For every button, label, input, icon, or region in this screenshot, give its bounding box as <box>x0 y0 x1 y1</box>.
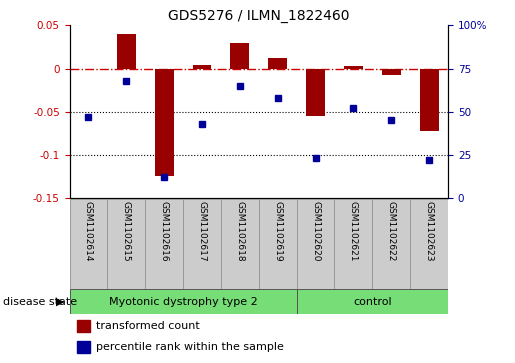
Text: GSM1102618: GSM1102618 <box>235 201 244 262</box>
Bar <box>382 69 401 76</box>
Text: Myotonic dystrophy type 2: Myotonic dystrophy type 2 <box>109 297 258 307</box>
Text: GSM1102621: GSM1102621 <box>349 201 358 262</box>
Text: GSM1102614: GSM1102614 <box>84 201 93 262</box>
Bar <box>145 199 183 289</box>
Bar <box>410 199 448 289</box>
Bar <box>77 320 90 332</box>
Bar <box>420 69 439 131</box>
Bar <box>107 199 145 289</box>
Bar <box>154 69 174 176</box>
Bar <box>70 289 297 314</box>
Text: GSM1102615: GSM1102615 <box>122 201 131 262</box>
Bar <box>70 199 107 289</box>
Text: GSM1102616: GSM1102616 <box>160 201 168 262</box>
Bar <box>297 289 448 314</box>
Text: GSM1102617: GSM1102617 <box>198 201 207 262</box>
Bar <box>77 340 90 352</box>
Text: percentile rank within the sample: percentile rank within the sample <box>96 342 284 352</box>
Text: GSM1102620: GSM1102620 <box>311 201 320 262</box>
Bar <box>230 43 249 69</box>
Bar <box>297 199 335 289</box>
Bar <box>221 199 259 289</box>
Text: GSM1102619: GSM1102619 <box>273 201 282 262</box>
Bar <box>193 65 212 69</box>
Text: ▶: ▶ <box>56 297 64 307</box>
Bar <box>183 199 221 289</box>
Text: control: control <box>353 297 392 307</box>
Bar <box>117 34 136 69</box>
Bar <box>372 199 410 289</box>
Text: transformed count: transformed count <box>96 321 200 331</box>
Bar <box>344 66 363 69</box>
Bar <box>268 58 287 69</box>
Text: GSM1102623: GSM1102623 <box>425 201 434 262</box>
Title: GDS5276 / ILMN_1822460: GDS5276 / ILMN_1822460 <box>168 9 350 23</box>
Bar <box>335 199 372 289</box>
Bar <box>259 199 297 289</box>
Text: GSM1102622: GSM1102622 <box>387 201 396 262</box>
Bar <box>306 69 325 116</box>
Text: disease state: disease state <box>3 297 77 307</box>
